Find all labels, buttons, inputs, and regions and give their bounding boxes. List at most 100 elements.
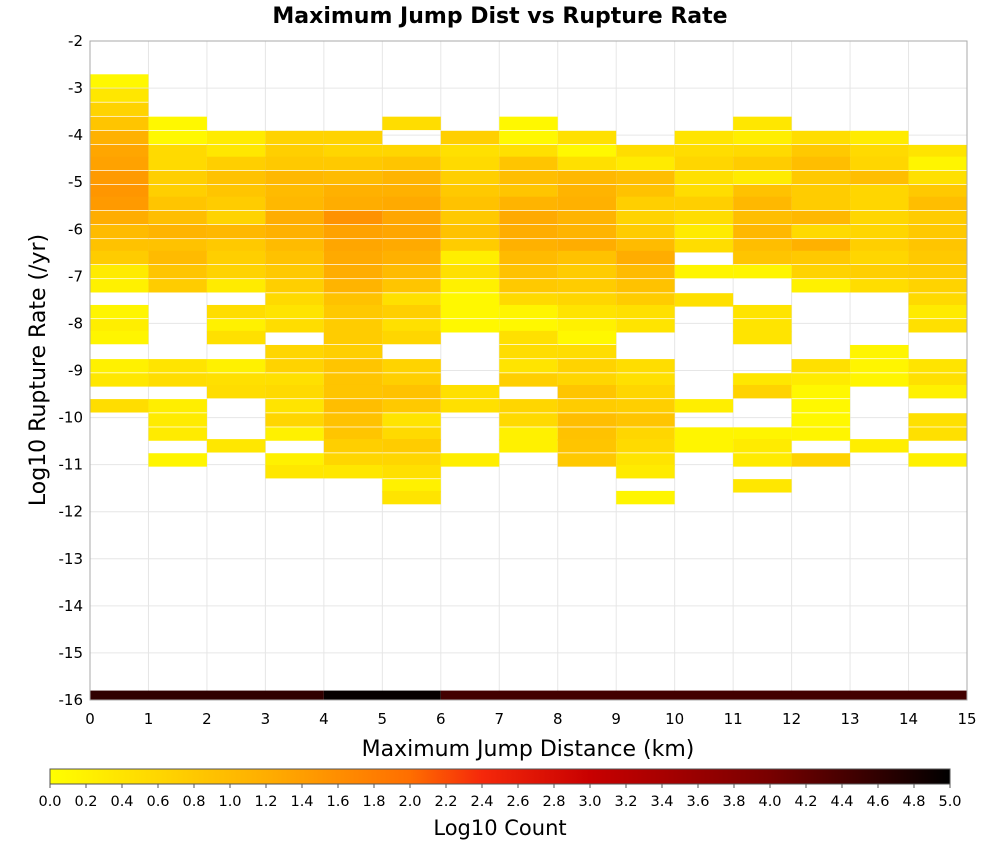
heatmap-cell <box>265 399 324 413</box>
heatmap-cell <box>323 184 383 199</box>
heatmap-cell <box>382 144 441 159</box>
colorbar-tick-label: 1.4 <box>290 794 313 810</box>
heatmap-cell <box>323 453 383 467</box>
heatmap-cell <box>265 427 324 441</box>
heatmap-cell <box>206 279 266 293</box>
heatmap-cell <box>733 130 792 145</box>
heatmap-cell <box>90 359 149 373</box>
heatmap-cell <box>908 453 967 467</box>
x-tick-label: 1 <box>144 710 154 728</box>
heatmap-cell <box>265 156 324 171</box>
heatmap-cell <box>499 373 558 387</box>
heatmap-cell <box>323 130 383 145</box>
heatmap-cell <box>323 319 383 333</box>
heatmap-cell <box>382 359 441 373</box>
x-tick-label: 2 <box>202 710 212 728</box>
heatmap-cell <box>90 144 149 159</box>
heatmap-cell <box>265 250 324 265</box>
x-tick-label: 8 <box>553 710 563 728</box>
heatmap-cell <box>791 264 851 279</box>
heatmap-cell <box>148 144 207 159</box>
heatmap-cell <box>382 239 441 253</box>
heatmap-cell <box>791 156 851 171</box>
heatmap-cells <box>90 74 967 700</box>
heatmap-cell <box>908 250 967 265</box>
heatmap-cell <box>148 373 207 387</box>
heatmap-cell <box>557 293 617 307</box>
heatmap-cell <box>791 170 851 185</box>
colorbar-tick-label: 0.6 <box>146 794 169 810</box>
heatmap-cell <box>265 344 324 359</box>
heatmap-cell <box>616 184 675 199</box>
heatmap-cell <box>908 384 967 399</box>
heatmap-cell <box>382 479 441 493</box>
heatmap-cell <box>499 399 558 413</box>
heatmap-cell <box>791 279 851 293</box>
heatmap-cell <box>499 116 558 131</box>
colorbar-ticks: 0.0 0.2 0.4 0.6 0.8 1.0 1.2 1.4 1.6 1.8 2.0 2.2 2.4 2… <box>38 784 962 810</box>
heatmap-cell <box>382 184 441 199</box>
heatmap-cell <box>674 293 734 307</box>
y-tick-label: -7 <box>68 267 83 285</box>
heatmap-cell <box>440 384 500 399</box>
colorbar-tick-label: 1.0 <box>218 794 241 810</box>
heatmap-cell <box>616 453 675 467</box>
y-tick-label: -4 <box>68 126 83 144</box>
heatmap-cell <box>90 330 149 345</box>
y-tick-label: -11 <box>59 456 84 474</box>
heatmap-cell <box>499 413 558 427</box>
heatmap-cell <box>440 250 500 265</box>
heatmap-cell <box>440 264 500 279</box>
heatmap-cell <box>908 413 967 427</box>
heatmap-cell <box>850 144 909 159</box>
heatmap-cell <box>616 490 675 505</box>
y-tick-label: -13 <box>59 550 84 568</box>
heatmap-cell <box>440 224 500 239</box>
x-tick-label: 4 <box>319 710 329 728</box>
heatmap-cell <box>850 224 909 239</box>
heatmap-cell <box>440 156 500 171</box>
heatmap-cell <box>382 384 441 399</box>
colorbar-tick-label: 3.2 <box>614 794 637 810</box>
x-tick-label: 12 <box>782 710 801 728</box>
heatmap-cell <box>791 399 851 413</box>
heatmap-cell <box>850 239 909 253</box>
x-tick-label: 6 <box>436 710 446 728</box>
heatmap-cell <box>616 250 675 265</box>
heatmap-cell <box>616 144 675 159</box>
heatmap-cell <box>908 184 967 199</box>
heatmap-cell <box>557 279 617 293</box>
heatmap-cell <box>499 319 558 333</box>
heatmap-cell <box>499 224 558 239</box>
heatmap-cell <box>265 373 324 387</box>
heatmap-cell <box>382 413 441 427</box>
heatmap-cell <box>674 144 734 159</box>
heatmap-cell <box>382 250 441 265</box>
heatmap-cell <box>674 239 734 253</box>
heatmap-cell <box>557 319 617 333</box>
heatmap-cell <box>382 490 441 505</box>
heatmap-cell <box>557 196 617 211</box>
colorbar-tick-label: 3.4 <box>650 794 673 810</box>
heatmap-cell <box>323 359 383 373</box>
colorbar-tick-label: 5.0 <box>938 794 961 810</box>
y-tick-label: -16 <box>59 691 84 709</box>
heatmap-cell <box>499 293 558 307</box>
heatmap-cell <box>616 170 675 185</box>
heatmap-cell <box>90 264 149 279</box>
heatmap-cell <box>616 156 675 171</box>
heatmap-cell <box>674 210 734 225</box>
heatmap-cell <box>674 196 734 211</box>
heatmap-cell <box>382 464 441 479</box>
heatmap-cell <box>850 184 909 199</box>
heatmap-cell <box>323 170 383 185</box>
x-tick-label: 3 <box>261 710 271 728</box>
heatmap-cell <box>733 384 792 399</box>
heatmap-cell <box>265 184 324 199</box>
colorbar-tick-label: 1.8 <box>362 794 385 810</box>
x-tick-label: 9 <box>611 710 621 728</box>
heatmap-cell <box>323 264 383 279</box>
heatmap-cell <box>90 250 149 265</box>
heatmap-cell <box>499 250 558 265</box>
colorbar-tick-label: 0.2 <box>74 794 97 810</box>
